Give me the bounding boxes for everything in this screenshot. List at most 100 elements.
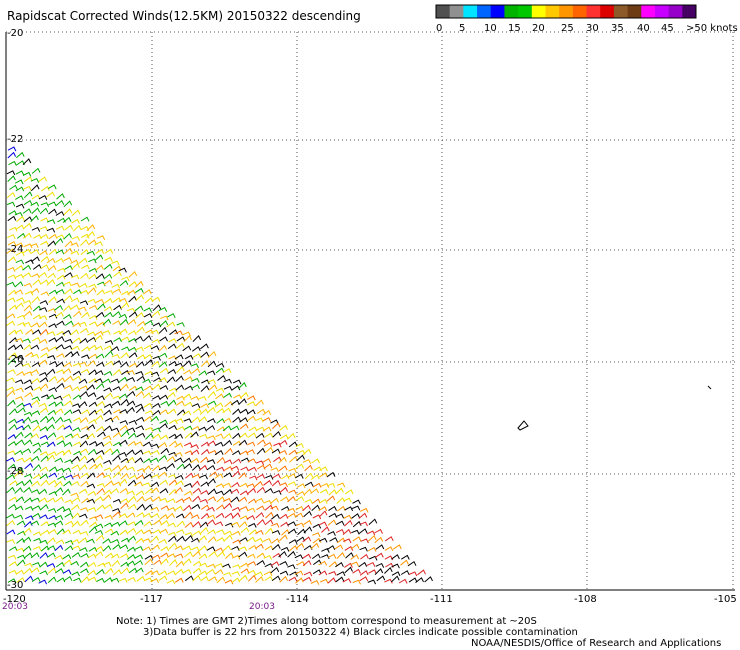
wind-barb bbox=[46, 416, 56, 423]
wind-barb bbox=[31, 256, 40, 263]
wind-barb bbox=[136, 432, 146, 438]
wind-barb bbox=[295, 577, 304, 584]
wind-barb bbox=[22, 272, 32, 278]
wind-barb bbox=[24, 385, 34, 391]
wind-barb bbox=[184, 425, 193, 431]
wind-barb bbox=[31, 512, 41, 518]
wind-barb bbox=[248, 426, 258, 432]
wind-barb bbox=[46, 219, 56, 225]
wind-barb bbox=[47, 576, 57, 583]
wind-barb bbox=[128, 420, 138, 425]
wind-barb bbox=[391, 575, 400, 583]
wind-barb bbox=[103, 459, 112, 465]
wind-barb bbox=[63, 418, 72, 424]
wind-barb bbox=[88, 321, 98, 327]
wind-barb bbox=[62, 368, 72, 374]
wind-barb bbox=[256, 518, 266, 526]
wind-barb bbox=[174, 545, 184, 551]
legend-label: 15 bbox=[508, 23, 521, 34]
wind-barb bbox=[408, 577, 418, 583]
wind-barb bbox=[6, 201, 16, 207]
wind-barb bbox=[247, 553, 256, 559]
wind-barb bbox=[32, 329, 41, 335]
wind-barb bbox=[207, 478, 216, 486]
wind-barb bbox=[119, 280, 129, 287]
wind-barb bbox=[175, 342, 185, 349]
wind-barb bbox=[39, 473, 49, 480]
wind-barb bbox=[239, 432, 248, 439]
wind-barb bbox=[112, 471, 122, 478]
wind-barb bbox=[270, 467, 279, 473]
wind-barb bbox=[216, 456, 226, 464]
wind-barb bbox=[64, 499, 73, 505]
wind-barb bbox=[176, 529, 185, 535]
wind-barb bbox=[304, 498, 313, 504]
wind-barb bbox=[415, 577, 424, 583]
wind-barb bbox=[368, 518, 378, 525]
wind-barb bbox=[350, 543, 360, 550]
wind-barb bbox=[127, 479, 137, 487]
wind-barb bbox=[88, 283, 97, 289]
wind-barb bbox=[118, 298, 128, 303]
wind-barb bbox=[152, 395, 161, 401]
wind-barb bbox=[302, 536, 312, 543]
lon-label: -120 bbox=[3, 594, 26, 605]
wind-barb bbox=[31, 194, 41, 200]
wind-barb bbox=[55, 435, 65, 441]
wind-barb bbox=[279, 486, 289, 494]
wind-barb bbox=[184, 521, 194, 528]
wind-barb bbox=[22, 248, 32, 254]
wind-barb bbox=[135, 390, 145, 398]
wind-barb bbox=[87, 448, 97, 455]
wind-barb bbox=[71, 496, 81, 503]
wind-barb bbox=[25, 328, 34, 335]
wind-barb bbox=[176, 322, 185, 327]
wind-barb bbox=[86, 483, 96, 489]
wind-barb bbox=[111, 448, 120, 456]
wind-barb bbox=[158, 344, 168, 352]
map-title: Rapidscat Corrected Winds(12.5KM) 201503… bbox=[7, 9, 361, 23]
wind-barb bbox=[46, 563, 56, 568]
wind-barb bbox=[8, 561, 18, 567]
wind-barb bbox=[168, 338, 177, 344]
wind-barb bbox=[24, 506, 34, 511]
wind-barb bbox=[183, 335, 192, 343]
wind-barb bbox=[158, 570, 168, 576]
wind-barb bbox=[246, 515, 256, 521]
wind-barb bbox=[134, 280, 144, 288]
wind-barb bbox=[120, 383, 129, 391]
wind-barb bbox=[208, 551, 218, 557]
wind-barb bbox=[31, 396, 41, 402]
wind-barb bbox=[287, 481, 297, 487]
wind-barb bbox=[264, 519, 274, 526]
wind-barb bbox=[191, 546, 200, 552]
wind-barb bbox=[263, 441, 273, 447]
wind-barb bbox=[30, 344, 40, 350]
wind-barb bbox=[32, 264, 42, 270]
wind-barb bbox=[182, 410, 192, 416]
wind-barb bbox=[265, 511, 274, 519]
wind-barb bbox=[95, 361, 105, 367]
wind-barb bbox=[158, 377, 167, 383]
legend-color-swatch bbox=[463, 5, 478, 18]
wind-barb bbox=[120, 398, 130, 406]
wind-barb bbox=[318, 506, 328, 512]
wind-barb bbox=[238, 551, 248, 558]
wind-barb bbox=[70, 242, 79, 248]
wind-barb bbox=[112, 386, 122, 392]
wind-barb bbox=[112, 508, 121, 513]
wind-barb bbox=[39, 307, 48, 312]
wind-barb bbox=[207, 440, 216, 446]
wind-barb bbox=[112, 265, 122, 272]
wind-barb bbox=[239, 490, 249, 496]
wind-barb bbox=[71, 480, 80, 486]
wind-barb bbox=[95, 311, 105, 318]
wind-barb bbox=[144, 359, 154, 366]
wind-barb bbox=[62, 329, 72, 335]
wind-barb bbox=[39, 539, 48, 545]
wind-barb bbox=[71, 218, 80, 224]
wind-barb bbox=[400, 570, 410, 576]
wind-barb bbox=[119, 577, 128, 583]
wind-barb bbox=[174, 354, 184, 360]
wind-barb bbox=[272, 473, 281, 479]
